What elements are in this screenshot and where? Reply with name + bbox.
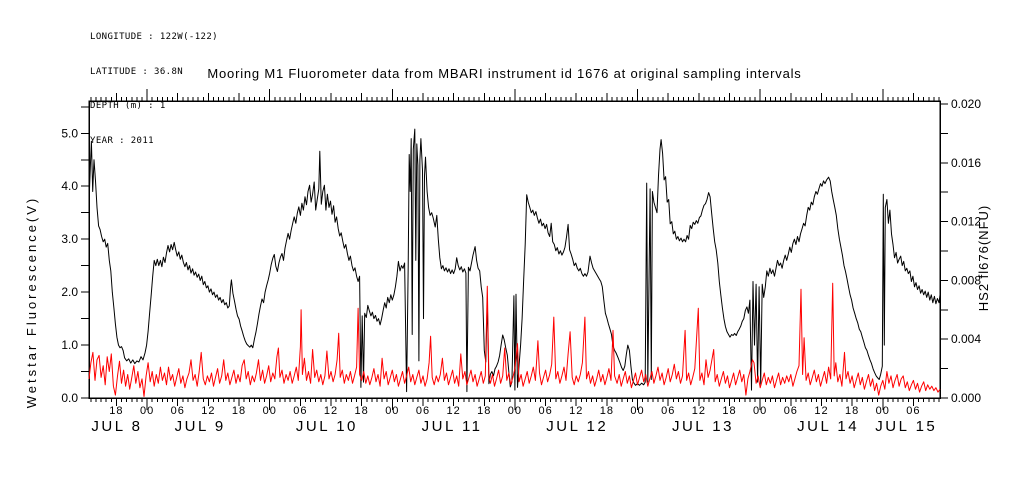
svg-text:06: 06 — [293, 405, 307, 417]
svg-text:00: 00 — [630, 405, 644, 417]
right-axis: 0.000 0.004 0.008 0.012 0.016 0.020 HS2 fl676(… — [940, 97, 991, 405]
svg-text:12: 12 — [692, 405, 706, 417]
svg-text:18: 18 — [600, 405, 614, 417]
svg-text:00: 00 — [876, 405, 890, 417]
svg-text:18: 18 — [845, 405, 859, 417]
chart-title: Mooring M1 Fluorometer data from MBARI i… — [207, 66, 802, 81]
svg-text:0.000: 0.000 — [951, 391, 981, 405]
svg-text:0.016: 0.016 — [951, 156, 981, 170]
svg-text:0.012: 0.012 — [951, 215, 981, 229]
svg-text:JUL 9: JUL 9 — [175, 418, 226, 435]
meta-depth: DEPTH (m) : 1 — [90, 101, 166, 111]
svg-text:00: 00 — [263, 405, 277, 417]
svg-text:JUL 11: JUL 11 — [422, 418, 483, 435]
svg-text:JUL 13: JUL 13 — [672, 418, 734, 435]
svg-text:18: 18 — [477, 405, 491, 417]
left-axis-title: Wetstar Fluorescence(V) — [24, 196, 39, 409]
svg-text:06: 06 — [906, 405, 920, 417]
svg-text:12: 12 — [201, 405, 215, 417]
svg-text:06: 06 — [538, 405, 552, 417]
svg-text:1.0: 1.0 — [61, 338, 78, 352]
svg-text:06: 06 — [171, 405, 185, 417]
svg-text:12: 12 — [324, 405, 338, 417]
svg-text:4.0: 4.0 — [61, 179, 78, 193]
metadata-block: LONGITUDE : 122W(-122) LATITUDE : 36.8N … — [90, 9, 218, 170]
x-axis-day-labels: JUL 8 JUL 9 JUL 10 JUL 11 JUL 12 JUL 13 JUL 14… — [91, 418, 937, 435]
left-axis: 0.0 1.0 2.0 3.0 4.0 5.0 Wetstar Fluorescence(V… — [24, 106, 89, 409]
svg-text:0.004: 0.004 — [951, 332, 981, 346]
svg-text:12: 12 — [814, 405, 828, 417]
svg-text:JUL 14: JUL 14 — [797, 418, 859, 435]
svg-text:06: 06 — [784, 405, 798, 417]
svg-text:18: 18 — [109, 405, 123, 417]
meta-latitude: LATITUDE : 36.8N — [90, 66, 184, 77]
svg-text:0.008: 0.008 — [951, 273, 981, 287]
svg-text:00: 00 — [140, 405, 154, 417]
svg-text:JUL 15: JUL 15 — [875, 418, 937, 435]
svg-text:2.0: 2.0 — [61, 285, 78, 299]
meta-year: YEAR : 2011 — [90, 135, 155, 146]
x-axis-hour-labels: 18 00 06 12 18 00 06 12 18 00 06 12 18 00 06 12 18 00 06 12… — [109, 405, 920, 417]
svg-text:12: 12 — [569, 405, 583, 417]
svg-text:0.0: 0.0 — [61, 391, 78, 405]
svg-text:JUL 12: JUL 12 — [546, 418, 608, 435]
svg-text:JUL 10: JUL 10 — [296, 418, 358, 435]
svg-text:3.0: 3.0 — [61, 232, 78, 246]
svg-text:00: 00 — [508, 405, 522, 417]
svg-text:18: 18 — [232, 405, 246, 417]
svg-text:18: 18 — [722, 405, 736, 417]
svg-text:00: 00 — [385, 405, 399, 417]
hs2-series-line — [88, 282, 941, 397]
svg-text:06: 06 — [416, 405, 430, 417]
x-axis-ticks — [90, 89, 940, 410]
svg-text:JUL 8: JUL 8 — [91, 418, 142, 435]
svg-text:0.020: 0.020 — [951, 97, 981, 111]
svg-text:5.0: 5.0 — [61, 126, 78, 140]
svg-text:18: 18 — [355, 405, 369, 417]
svg-text:12: 12 — [447, 405, 461, 417]
svg-text:06: 06 — [661, 405, 675, 417]
svg-text:00: 00 — [753, 405, 767, 417]
meta-longitude: LONGITUDE : 122W(-122) — [90, 32, 219, 42]
right-axis-title: HS2 fl676(NFU) — [976, 205, 991, 311]
